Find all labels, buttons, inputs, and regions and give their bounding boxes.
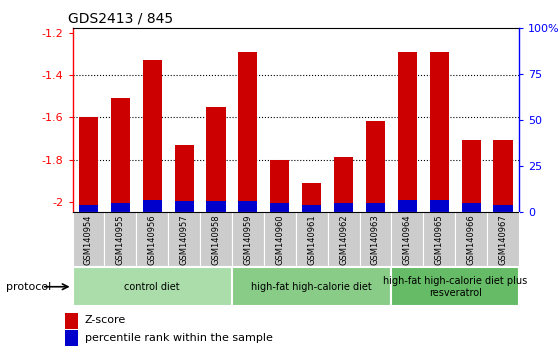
Text: protocol: protocol	[6, 282, 51, 292]
Bar	[366, 121, 385, 212]
Bar	[206, 107, 225, 212]
Text: high-fat high-calorie diet: high-fat high-calorie diet	[251, 282, 372, 292]
Bar	[175, 201, 194, 212]
Bar	[143, 200, 162, 212]
Text: Z-score: Z-score	[85, 315, 126, 325]
Bar	[168, 212, 200, 267]
Bar	[328, 212, 359, 267]
Bar	[65, 313, 78, 329]
Bar	[175, 145, 194, 212]
Text: GSM140965: GSM140965	[435, 214, 444, 265]
Bar	[232, 212, 264, 267]
Bar	[430, 52, 449, 212]
Bar	[79, 117, 98, 212]
Bar	[302, 183, 321, 212]
Bar	[104, 212, 136, 267]
Bar	[493, 205, 513, 212]
Bar	[359, 212, 391, 267]
Text: GSM140967: GSM140967	[498, 214, 507, 265]
Bar	[200, 212, 232, 267]
Bar	[487, 212, 519, 267]
Bar	[334, 203, 353, 212]
Bar	[136, 212, 168, 267]
Text: GSM140958: GSM140958	[211, 214, 220, 265]
Bar	[398, 200, 417, 212]
Text: GSM140963: GSM140963	[371, 214, 380, 265]
Text: GSM140964: GSM140964	[403, 214, 412, 265]
Bar	[270, 160, 290, 212]
Bar	[73, 212, 104, 267]
Text: percentile rank within the sample: percentile rank within the sample	[85, 333, 273, 343]
Text: GSM140959: GSM140959	[243, 214, 252, 264]
Bar	[398, 52, 417, 212]
Text: GSM140962: GSM140962	[339, 214, 348, 265]
Text: GSM140956: GSM140956	[148, 214, 157, 265]
Text: GSM140955: GSM140955	[116, 214, 125, 264]
Text: GSM140957: GSM140957	[180, 214, 189, 265]
Bar	[334, 158, 353, 212]
Text: GSM140954: GSM140954	[84, 214, 93, 264]
Bar	[79, 205, 98, 212]
Bar	[424, 212, 455, 267]
Bar	[366, 203, 385, 212]
Bar	[111, 203, 130, 212]
Bar	[232, 267, 391, 306]
Text: GSM140966: GSM140966	[466, 214, 475, 265]
Bar	[296, 212, 328, 267]
Text: GDS2413 / 845: GDS2413 / 845	[68, 12, 173, 26]
Bar	[238, 201, 257, 212]
Bar	[206, 201, 225, 212]
Text: control diet: control diet	[124, 282, 180, 292]
Bar	[455, 212, 487, 267]
Bar	[238, 52, 257, 212]
Bar	[391, 267, 519, 306]
Text: high-fat high-calorie diet plus
resveratrol: high-fat high-calorie diet plus resverat…	[383, 276, 527, 298]
Bar	[391, 212, 424, 267]
Bar	[143, 60, 162, 212]
Bar	[430, 200, 449, 212]
Bar	[461, 141, 480, 212]
Bar	[73, 267, 232, 306]
Bar	[493, 141, 513, 212]
Bar	[264, 212, 296, 267]
Bar	[65, 330, 78, 346]
Bar	[270, 203, 290, 212]
Bar	[111, 98, 130, 212]
Text: GSM140960: GSM140960	[275, 214, 284, 265]
Bar	[461, 203, 480, 212]
Text: GSM140961: GSM140961	[307, 214, 316, 265]
Bar	[302, 205, 321, 212]
